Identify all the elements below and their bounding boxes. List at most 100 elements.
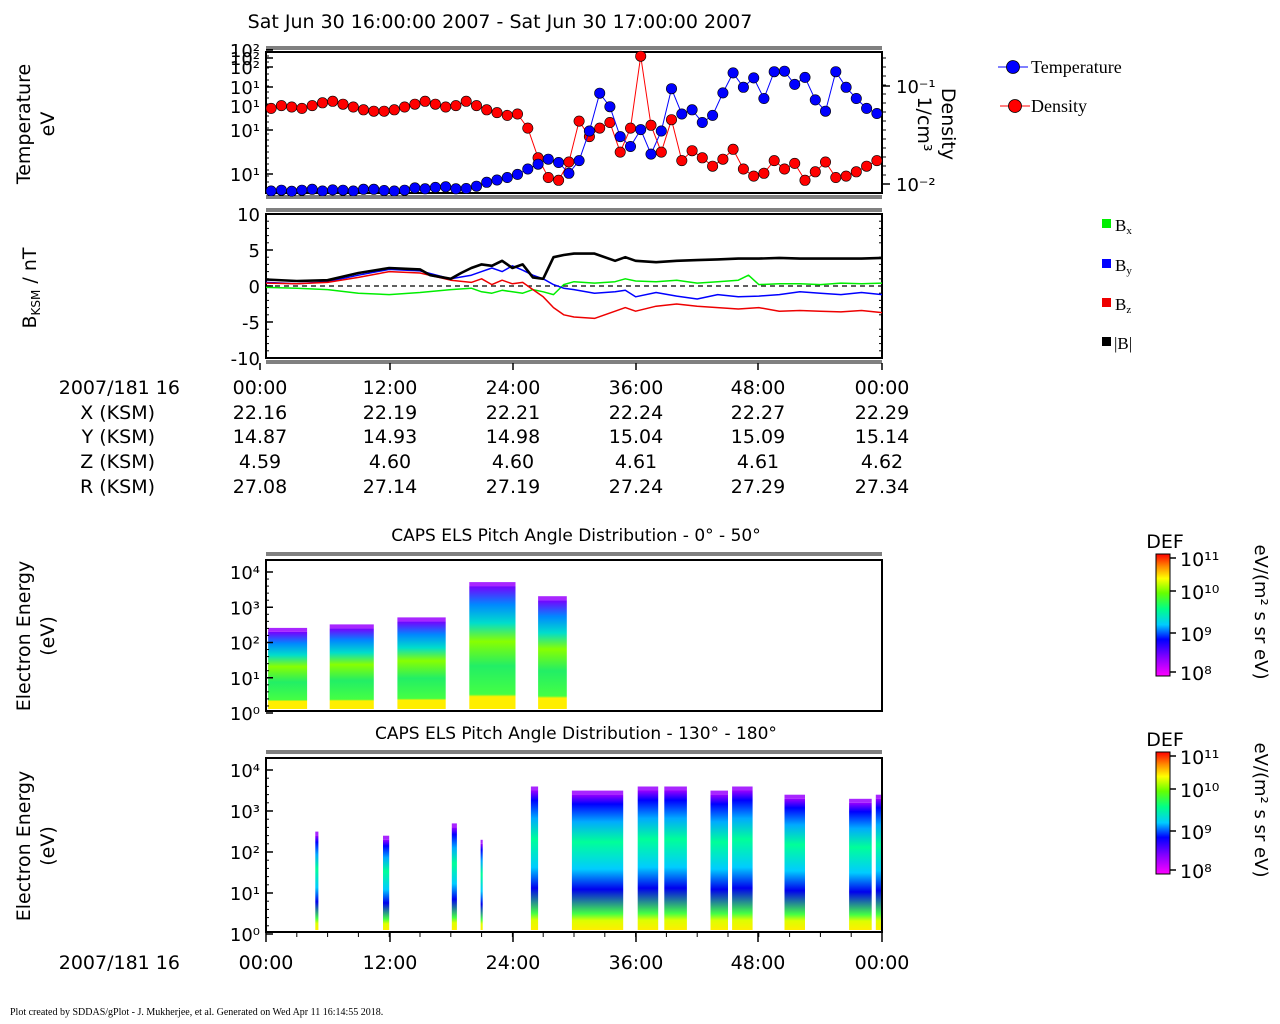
temperature-point xyxy=(306,183,318,195)
temperature-point xyxy=(707,109,719,121)
time-axis: 00:00 12:00 24:00 36:00 48:00 00:00 2007/181 1… xyxy=(59,932,910,974)
density-point xyxy=(665,114,677,126)
temperature-point xyxy=(665,83,677,95)
ephemeris-row-label: 2007/181 16 xyxy=(59,377,180,399)
colorbar-tick-label: 10¹⁰ xyxy=(1180,582,1219,604)
bfield-tick-label: -5 xyxy=(242,313,260,334)
density-point xyxy=(655,146,667,158)
density-point xyxy=(347,101,359,113)
temperature-point xyxy=(563,167,575,179)
bfield-tick-label: -10 xyxy=(231,349,260,370)
ephemeris-cell: 22.19 xyxy=(363,402,417,424)
density-point xyxy=(819,156,831,168)
density-axis-label-line2: 1/cm³ xyxy=(913,96,935,151)
density-point xyxy=(778,163,790,175)
bx-line xyxy=(265,274,883,296)
density-point xyxy=(327,95,339,107)
ephemeris-cell: 27.34 xyxy=(855,476,909,498)
bfield-tick-label: 0 xyxy=(249,277,260,298)
temperature-point xyxy=(604,101,616,113)
spectrogram-block xyxy=(530,790,539,930)
density-point xyxy=(696,152,708,164)
density-point xyxy=(409,98,421,110)
ephemeris-cell: 27.08 xyxy=(233,476,287,498)
density-point xyxy=(850,166,862,178)
els-0-50-title: CAPS ELS Pitch Angle Distribution - 0° -… xyxy=(391,526,760,546)
energy-tick-label: 10⁴ xyxy=(230,761,260,782)
legend-bx-swatch xyxy=(1102,219,1111,228)
density-point xyxy=(481,104,493,116)
time-tick-label: 00:00 xyxy=(239,952,294,974)
temperature-point xyxy=(717,87,729,99)
els-0-50-ylabel-line1: Electron Energy xyxy=(13,561,35,712)
colorbar-title: DEF xyxy=(1146,531,1184,553)
density-point xyxy=(799,174,811,186)
spectrogram-block xyxy=(571,794,624,930)
temperature-point xyxy=(737,81,749,93)
colorbar-gradient xyxy=(1155,751,1171,875)
energy-tick-label: 10² xyxy=(230,634,260,655)
temperature-point xyxy=(296,184,308,196)
energy-tick-label: 10³ xyxy=(230,598,260,619)
density-point xyxy=(450,100,462,112)
els-0-50-spectrogram xyxy=(268,582,567,709)
time-tick-label: 00:00 xyxy=(855,952,910,974)
time-tick-label: 24:00 xyxy=(486,952,541,974)
temperature-point xyxy=(645,148,657,160)
temperature-point xyxy=(840,81,852,93)
spectrogram-block xyxy=(664,790,687,930)
footer-credit: Plot created by SDDAS/gPlot - J. Mukherj… xyxy=(10,1007,383,1018)
temperature-point xyxy=(265,185,277,197)
energy-tick-label: 10¹ xyxy=(230,884,260,905)
spectrogram-block xyxy=(383,839,390,930)
temperature-tick-label: 10² xyxy=(230,58,260,79)
density-point xyxy=(830,172,842,184)
temperature-point xyxy=(440,181,452,193)
temperature-axis-label-line1: Temperature xyxy=(13,64,35,185)
ephemeris-cell: 22.24 xyxy=(609,402,663,424)
temperature-point xyxy=(275,184,287,196)
legend-temperature-label: Temperature xyxy=(1031,57,1122,77)
temperature-point xyxy=(378,185,390,197)
density-point xyxy=(840,170,852,182)
density-point xyxy=(789,157,801,169)
ephemeris-table: 2007/181 16 00:00 12:00 24:00 36:00 48:00 00:0… xyxy=(59,363,910,498)
temperature-tick-label: 10² xyxy=(230,49,260,70)
ephemeris-cell: 27.14 xyxy=(363,476,417,498)
temperature-point xyxy=(799,71,811,83)
energy-tick-label: 10² xyxy=(230,843,260,864)
density-point xyxy=(399,101,411,113)
density-point xyxy=(388,104,400,116)
els-0-50-energy-ticks: 10⁴ 10³ 10² 10¹ 10⁰ xyxy=(230,563,273,725)
ephemeris-cell: 15.09 xyxy=(731,426,785,448)
temperature-point xyxy=(347,185,359,197)
bfield-series xyxy=(265,252,883,320)
density-point xyxy=(748,170,760,182)
temperature-point xyxy=(357,183,369,195)
colorbar-tick-label: 10⁹ xyxy=(1180,624,1212,646)
temperature-point xyxy=(850,93,862,105)
spectrogram-block xyxy=(480,843,483,930)
spectrogram-block xyxy=(329,628,374,709)
energy-tick-label: 10⁰ xyxy=(230,925,260,946)
density-point xyxy=(563,156,575,168)
temperature-point xyxy=(409,182,421,194)
density-point xyxy=(717,153,729,165)
ephemeris-cell: 00:00 xyxy=(855,377,910,399)
spectrogram-block xyxy=(710,794,728,930)
energy-tick-label: 10⁰ xyxy=(230,704,260,725)
spectrogram-block xyxy=(875,798,882,930)
ephemeris-row-label: Y (KSM) xyxy=(81,426,155,448)
time-axis-prefix: 2007/181 16 xyxy=(59,952,180,974)
temperature-point xyxy=(861,102,873,114)
ephemeris-cell: 22.29 xyxy=(855,402,909,424)
temperature-point xyxy=(286,185,298,197)
spectrogram-block xyxy=(469,586,516,709)
density-point xyxy=(440,101,452,113)
spectrogram-block xyxy=(315,835,319,930)
ephemeris-cell: 27.19 xyxy=(486,476,540,498)
